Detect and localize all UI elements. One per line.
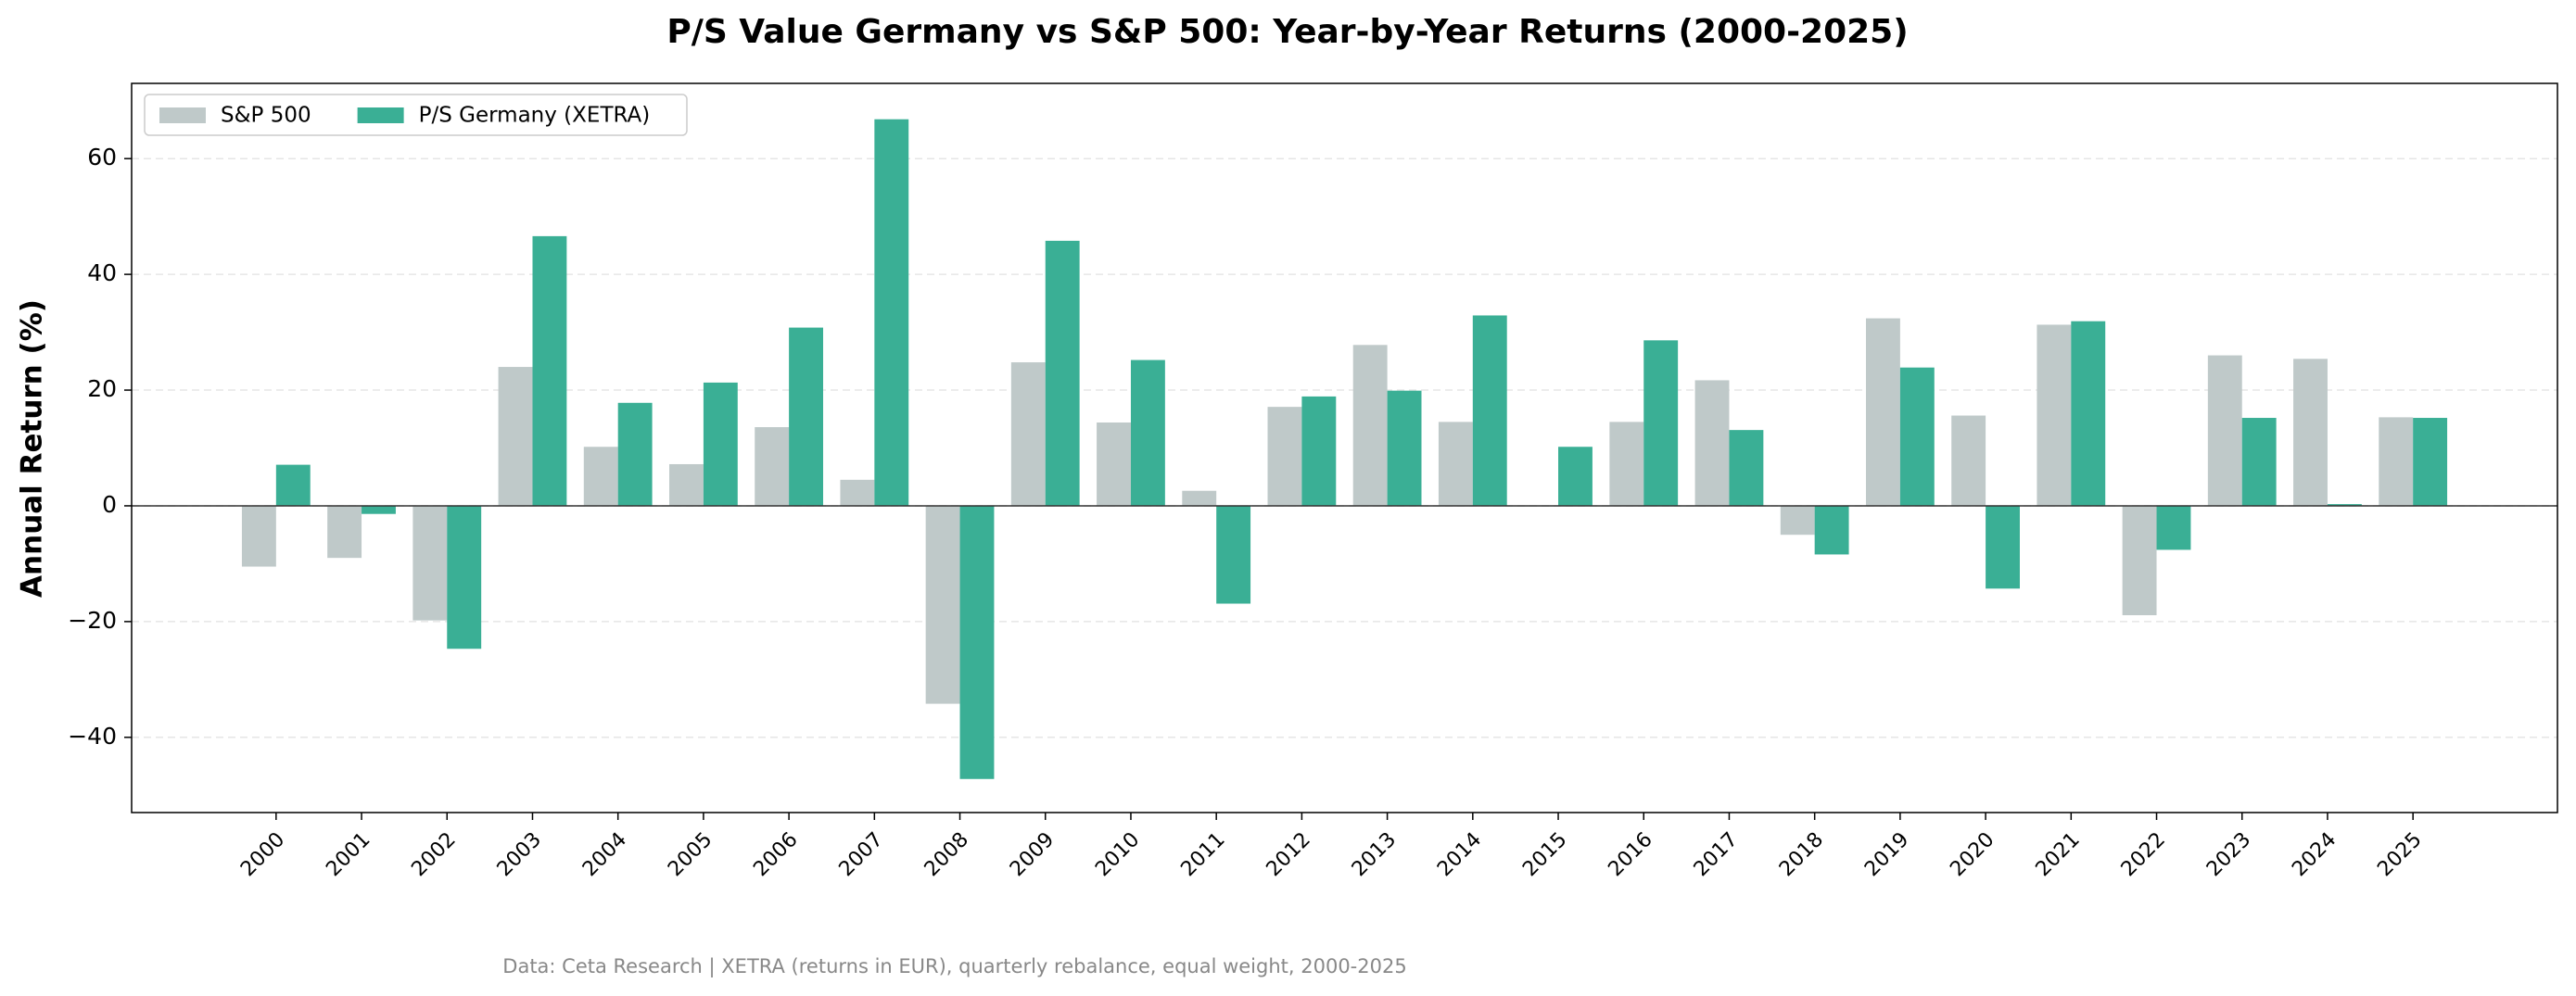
bar bbox=[1729, 430, 1764, 506]
bar bbox=[2037, 324, 2072, 506]
bar bbox=[755, 427, 790, 506]
bar bbox=[1609, 422, 1644, 506]
legend-swatch bbox=[159, 107, 206, 123]
bar bbox=[1438, 422, 1473, 506]
bar bbox=[617, 402, 653, 506]
chart-title: P/S Value Germany vs S&P 500: Year-by-Ye… bbox=[666, 13, 1908, 51]
legend-label: S&P 500 bbox=[221, 104, 311, 128]
bar bbox=[2293, 359, 2328, 506]
bar bbox=[1097, 422, 1131, 506]
bar bbox=[1216, 505, 1251, 604]
bar bbox=[959, 505, 995, 779]
plot-frame bbox=[131, 82, 2558, 813]
bar bbox=[2071, 321, 2106, 506]
y-tick-label: −40 bbox=[68, 723, 117, 750]
bar bbox=[1045, 240, 1080, 506]
bar bbox=[1780, 505, 1815, 536]
bar bbox=[1352, 345, 1388, 506]
bar bbox=[925, 505, 960, 704]
bar bbox=[789, 327, 824, 506]
y-axis-label: Annual Return (%) bbox=[16, 299, 49, 598]
bar bbox=[532, 235, 567, 506]
bar bbox=[840, 479, 875, 506]
bar bbox=[1986, 505, 2020, 589]
bar bbox=[498, 367, 533, 506]
bar bbox=[1472, 315, 1507, 506]
bar bbox=[2379, 417, 2414, 506]
bar bbox=[1865, 318, 1900, 506]
bar bbox=[412, 505, 448, 621]
bar bbox=[2241, 418, 2277, 506]
legend-label: P/S Germany (XETRA) bbox=[419, 104, 651, 128]
bar bbox=[275, 464, 311, 506]
bar bbox=[1301, 396, 1337, 506]
bar bbox=[241, 505, 276, 567]
bar bbox=[327, 505, 362, 559]
legend-swatch bbox=[357, 107, 404, 123]
y-tick-label: −20 bbox=[68, 607, 117, 634]
bar bbox=[703, 382, 738, 506]
bar bbox=[583, 447, 618, 506]
bar bbox=[447, 505, 482, 649]
bar bbox=[1182, 490, 1217, 506]
bar bbox=[1694, 380, 1730, 506]
y-tick-label: 0 bbox=[102, 491, 117, 518]
bar bbox=[1387, 390, 1422, 506]
bar bbox=[669, 463, 704, 506]
bar bbox=[2156, 505, 2191, 550]
bar bbox=[2413, 418, 2448, 506]
bar bbox=[1558, 447, 1593, 506]
bar bbox=[1130, 359, 1165, 506]
bar bbox=[2207, 355, 2242, 506]
legend-frame bbox=[144, 94, 688, 136]
y-tick-label: 60 bbox=[87, 144, 117, 170]
bar bbox=[1899, 367, 1935, 506]
bar bbox=[2327, 504, 2362, 506]
bar bbox=[2122, 505, 2157, 616]
bar bbox=[1267, 407, 1302, 506]
y-tick-label: 20 bbox=[87, 375, 117, 402]
footnote: Data: Ceta Research | XETRA (returns in … bbox=[502, 955, 1406, 978]
bar bbox=[1814, 505, 1849, 555]
bar bbox=[1951, 415, 1986, 506]
bar bbox=[1010, 362, 1046, 506]
bar bbox=[874, 119, 909, 506]
y-tick-label: 40 bbox=[87, 259, 117, 286]
bar bbox=[1643, 340, 1679, 506]
legend: S&P 500 P/S Germany (XETRA) bbox=[144, 94, 688, 136]
bar bbox=[362, 505, 396, 514]
